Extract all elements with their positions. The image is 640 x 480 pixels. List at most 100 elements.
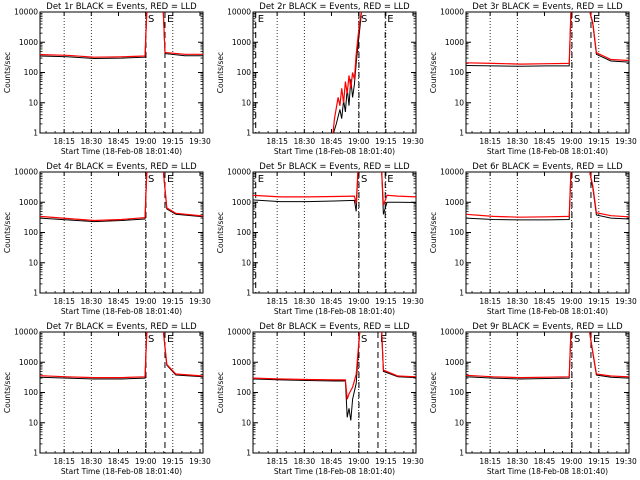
y-tick-label: 1 xyxy=(33,449,38,458)
x-tick-label: 19:30 xyxy=(402,457,424,466)
x-tick-label: 18:15 xyxy=(53,297,75,306)
x-tick-label: 18:30 xyxy=(506,297,528,306)
y-tick-label: 1000 xyxy=(445,358,464,367)
y-tick-label: 10000 xyxy=(440,168,464,177)
x-tick-label: 18:45 xyxy=(108,457,130,466)
y-tick-label: 10000 xyxy=(14,328,38,337)
x-tick-label: 18:30 xyxy=(506,457,528,466)
event-marker-label: S xyxy=(574,14,580,25)
x-tick-label: 18:15 xyxy=(479,297,501,306)
y-tick-label: 100 xyxy=(450,388,465,397)
x-tick-label: 18:30 xyxy=(80,297,102,306)
chart-title: Det 2r BLACK = Events, RED = LLD xyxy=(259,2,410,12)
x-axis-label: Start Time (18-Feb-08 18:01:40) xyxy=(61,307,182,316)
y-tick-label: 1000 xyxy=(19,358,38,367)
x-tick-label: 19:15 xyxy=(588,457,610,466)
x-tick-label: 18:15 xyxy=(266,457,288,466)
y-axis-label: Counts/sec xyxy=(429,52,438,93)
event-marker-label: E xyxy=(167,334,173,345)
events-series-line xyxy=(466,12,629,67)
x-tick-label: 19:15 xyxy=(588,137,610,146)
y-tick-label: 100 xyxy=(237,228,252,237)
y-tick-label: 100 xyxy=(237,388,252,397)
chart-title: Det 9r BLACK = Events, RED = LLD xyxy=(472,322,623,332)
event-marker-label: S xyxy=(574,174,580,185)
y-tick-label: 1000 xyxy=(445,198,464,207)
y-tick-label: 1000 xyxy=(232,198,251,207)
x-tick-label: 18:30 xyxy=(293,297,315,306)
x-tick-label: 18:15 xyxy=(266,137,288,146)
x-tick-label: 18:45 xyxy=(321,137,343,146)
x-tick-label: 18:30 xyxy=(293,137,315,146)
y-tick-label: 10 xyxy=(28,98,38,107)
y-tick-label: 10000 xyxy=(14,168,38,177)
x-tick-label: 19:30 xyxy=(402,137,424,146)
x-tick-label: 19:15 xyxy=(375,457,397,466)
y-tick-label: 10 xyxy=(241,98,251,107)
y-tick-label: 1 xyxy=(246,449,251,458)
x-tick-label: 19:30 xyxy=(189,137,211,146)
lld-series-line xyxy=(466,12,629,65)
event-marker-label: E xyxy=(167,174,173,185)
detector-chart-8: Det 8r BLACK = Events, RED = LLD Start Ti… xyxy=(216,322,424,476)
x-axis-label: Start Time (18-Feb-08 18:01:40) xyxy=(274,307,395,316)
lld-series-line xyxy=(253,332,416,400)
x-axis-label: Start Time (18-Feb-08 18:01:40) xyxy=(61,147,182,156)
x-tick-label: 19:30 xyxy=(615,297,637,306)
y-tick-label: 1 xyxy=(459,289,464,298)
event-marker-label: S xyxy=(361,174,367,185)
chart-title: Det 3r BLACK = Events, RED = LLD xyxy=(472,2,623,12)
x-tick-label: 19:30 xyxy=(615,457,637,466)
x-axis-label: Start Time (18-Feb-08 18:01:40) xyxy=(274,467,395,476)
y-tick-label: 100 xyxy=(450,68,465,77)
x-tick-label: 19:15 xyxy=(162,297,184,306)
event-marker-label: E xyxy=(380,334,386,345)
chart-title: Det 4r BLACK = Events, RED = LLD xyxy=(46,162,197,172)
x-tick-label: 19:30 xyxy=(189,457,211,466)
detector-chart-1: Det 1r BLACK = Events, RED = LLD Start Ti… xyxy=(3,2,211,156)
x-tick-label: 19:00 xyxy=(135,457,157,466)
x-tick-label: 19:00 xyxy=(561,297,583,306)
chart-title: Det 8r BLACK = Events, RED = LLD xyxy=(259,322,410,332)
y-tick-label: 10000 xyxy=(14,8,38,17)
event-marker-label: S xyxy=(361,14,367,25)
event-marker-label: E xyxy=(593,14,599,25)
y-tick-label: 1 xyxy=(33,129,38,138)
chart-title: Det 1r BLACK = Events, RED = LLD xyxy=(46,2,197,12)
detector-chart-9: Det 9r BLACK = Events, RED = LLD Start Ti… xyxy=(429,322,637,476)
x-tick-label: 19:00 xyxy=(561,457,583,466)
detector-chart-4: Det 4r BLACK = Events, RED = LLD Start Ti… xyxy=(3,162,211,316)
x-tick-label: 18:45 xyxy=(108,297,130,306)
x-tick-label: 19:00 xyxy=(348,297,370,306)
detector-chart-2: Det 2r BLACK = Events, RED = LLD Start Ti… xyxy=(216,2,424,156)
x-tick-label: 18:45 xyxy=(321,457,343,466)
y-tick-label: 100 xyxy=(24,228,39,237)
event-marker-label: S xyxy=(574,334,580,345)
y-axis-label: Counts/sec xyxy=(216,212,225,253)
y-tick-label: 1 xyxy=(33,289,38,298)
y-tick-label: 1 xyxy=(246,129,251,138)
y-tick-label: 10 xyxy=(454,418,464,427)
x-tick-label: 19:15 xyxy=(162,137,184,146)
x-tick-label: 18:45 xyxy=(108,137,130,146)
event-marker-label: E xyxy=(258,14,264,25)
events-series-line xyxy=(466,172,629,221)
y-tick-label: 10 xyxy=(28,418,38,427)
x-tick-label: 19:00 xyxy=(561,137,583,146)
x-axis-label: Start Time (18-Feb-08 18:01:40) xyxy=(487,307,608,316)
x-tick-label: 19:30 xyxy=(189,297,211,306)
x-axis-label: Start Time (18-Feb-08 18:01:40) xyxy=(487,147,608,156)
event-marker-label: S xyxy=(361,334,367,345)
event-marker-label: E xyxy=(387,14,393,25)
y-axis-label: Counts/sec xyxy=(3,212,12,253)
events-series-line xyxy=(466,332,629,380)
event-marker-label: E xyxy=(258,174,264,185)
event-marker-label: E xyxy=(387,174,393,185)
y-tick-label: 10 xyxy=(241,258,251,267)
x-tick-label: 18:15 xyxy=(53,457,75,466)
event-marker-label: E xyxy=(593,174,599,185)
events-series-line xyxy=(333,12,362,133)
y-axis-label: Counts/sec xyxy=(3,52,12,93)
y-tick-label: 10000 xyxy=(227,168,251,177)
x-tick-label: 19:00 xyxy=(348,457,370,466)
